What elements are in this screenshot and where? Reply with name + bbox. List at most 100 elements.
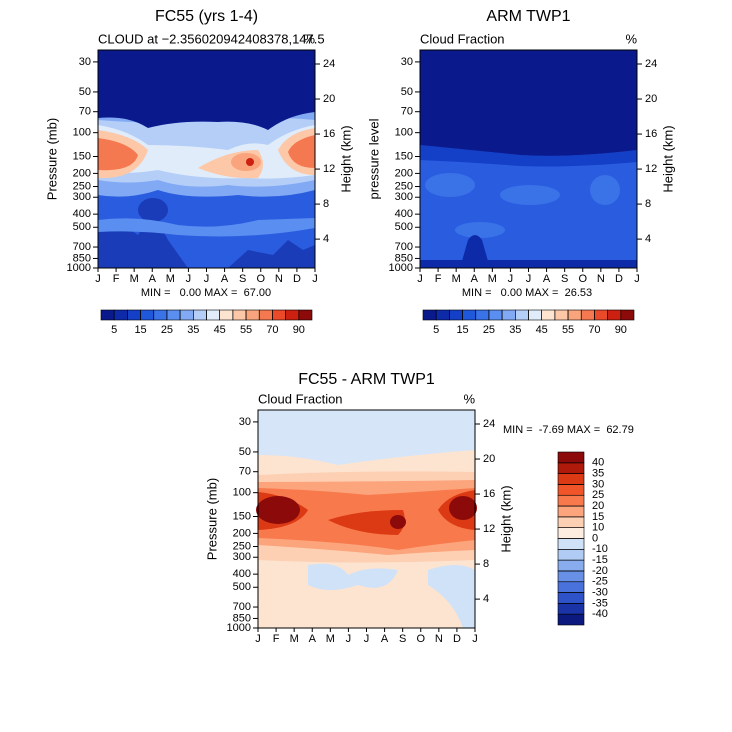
y-tick-label: 300 <box>395 191 413 203</box>
y-tick-label: 500 <box>73 221 91 233</box>
y2-axis-label: Height (km) <box>660 125 675 192</box>
x-tick-label: J <box>186 273 192 285</box>
colorbar-box <box>258 309 273 321</box>
y2-tick-label: 24 <box>483 418 495 430</box>
x-tick-label: S <box>239 273 246 285</box>
y2-tick-label: 24 <box>645 58 657 70</box>
x-tick-label: J <box>204 273 210 285</box>
colorbar-box <box>557 559 585 572</box>
y-tick-label: 150 <box>395 150 413 162</box>
y-tick-label: 1000 <box>67 262 91 274</box>
y-tick-label: 70 <box>239 466 251 478</box>
y2-tick-label: 8 <box>323 198 329 210</box>
colorbar-box <box>567 309 582 321</box>
colorbar-label: -25 <box>592 576 608 588</box>
colorbar-box <box>140 309 155 321</box>
y-tick-label: 30 <box>401 56 413 68</box>
colorbar-label: 25 <box>161 324 173 336</box>
colorbar-box <box>557 538 585 550</box>
y-tick-label: 150 <box>233 510 251 522</box>
colorbar-label: 15 <box>592 511 604 523</box>
y2-tick-label: 20 <box>645 93 657 105</box>
colorbar-box <box>422 309 437 321</box>
colorbar-label: 20 <box>592 500 604 512</box>
colorbar-label: 25 <box>592 489 604 501</box>
colorbar-box <box>462 309 477 321</box>
x-tick-label: O <box>416 633 425 645</box>
colorbar-label: 15 <box>456 324 468 336</box>
y-tick-label: 200 <box>233 527 251 539</box>
colorbar-box <box>557 516 585 528</box>
x-tick-label: D <box>453 633 461 645</box>
y-tick-label: 1000 <box>389 262 413 274</box>
x-tick-label: A <box>221 273 229 285</box>
colorbar-box <box>554 309 569 321</box>
colorbar-label: -40 <box>592 608 608 620</box>
colorbar-label: 40 <box>592 457 604 469</box>
colorbar-box <box>557 451 585 464</box>
chart-title: ARM TWP1 <box>486 8 570 25</box>
colorbar-label: 35 <box>187 324 199 336</box>
y-tick-label: 700 <box>73 241 91 253</box>
colorbar-box <box>449 309 463 321</box>
units: % <box>625 31 637 46</box>
x-tick-label: M <box>452 273 461 285</box>
colorbar-label: 35 <box>592 468 604 480</box>
colorbar-box <box>206 309 220 321</box>
y-tick-label: 30 <box>239 416 251 428</box>
x-tick-label: A <box>381 633 389 645</box>
y2-tick-label: 12 <box>483 523 495 535</box>
colorbar-box <box>557 613 585 626</box>
x-tick-label: O <box>256 273 265 285</box>
y-tick-label: 70 <box>401 106 413 118</box>
y-tick-label: 70 <box>79 106 91 118</box>
units: % <box>303 31 315 46</box>
colorbar-box <box>557 570 585 583</box>
units: % <box>463 391 475 406</box>
x-tick-label: M <box>488 273 497 285</box>
y-tick-label: 30 <box>79 56 91 68</box>
contour-field <box>420 50 637 268</box>
colorbar-box <box>179 309 194 321</box>
x-tick-label: A <box>309 633 317 645</box>
colorbar-label: 45 <box>214 324 226 336</box>
x-tick-label: M <box>326 633 335 645</box>
colorbar-label: 10 <box>592 522 604 534</box>
y-tick-label: 500 <box>395 221 413 233</box>
colorbar-box <box>515 309 529 321</box>
x-tick-label: F <box>435 273 442 285</box>
y2-tick-label: 4 <box>483 593 489 605</box>
colorbar-box <box>475 309 490 321</box>
colorbar-label: 90 <box>293 324 305 336</box>
colorbar-box <box>285 309 300 321</box>
y2-tick-label: 12 <box>645 163 657 175</box>
colorbar-box <box>557 462 585 474</box>
y-tick-label: 150 <box>73 150 91 162</box>
y-tick-label: 1000 <box>227 622 251 634</box>
colorbar-box <box>557 494 585 507</box>
colorbar-label: 45 <box>536 324 548 336</box>
y-tick-label: 300 <box>73 191 91 203</box>
colorbar-label: 35 <box>509 324 521 336</box>
x-tick-label: M <box>166 273 175 285</box>
x-tick-label: N <box>435 633 443 645</box>
colorbar-label: -30 <box>592 586 608 598</box>
colorbar-box <box>528 309 542 321</box>
colorbar-label: 70 <box>266 324 278 336</box>
x-tick-label: M <box>290 633 299 645</box>
colorbar-box <box>557 505 585 518</box>
colorbar-box <box>166 309 181 321</box>
x-tick-label: O <box>578 273 587 285</box>
colorbar-box <box>557 592 585 604</box>
x-tick-label: J <box>95 273 101 285</box>
x-tick-label: N <box>275 273 283 285</box>
y2-axis-label: Height (km) <box>498 485 513 552</box>
colorbar-box <box>557 484 585 496</box>
x-tick-label: F <box>273 633 280 645</box>
colorbar-box <box>100 309 115 321</box>
y-tick-label: 850 <box>73 252 91 264</box>
y-tick-label: 100 <box>233 487 251 499</box>
y-tick-label: 700 <box>395 241 413 253</box>
y-tick-label: 400 <box>73 208 91 220</box>
